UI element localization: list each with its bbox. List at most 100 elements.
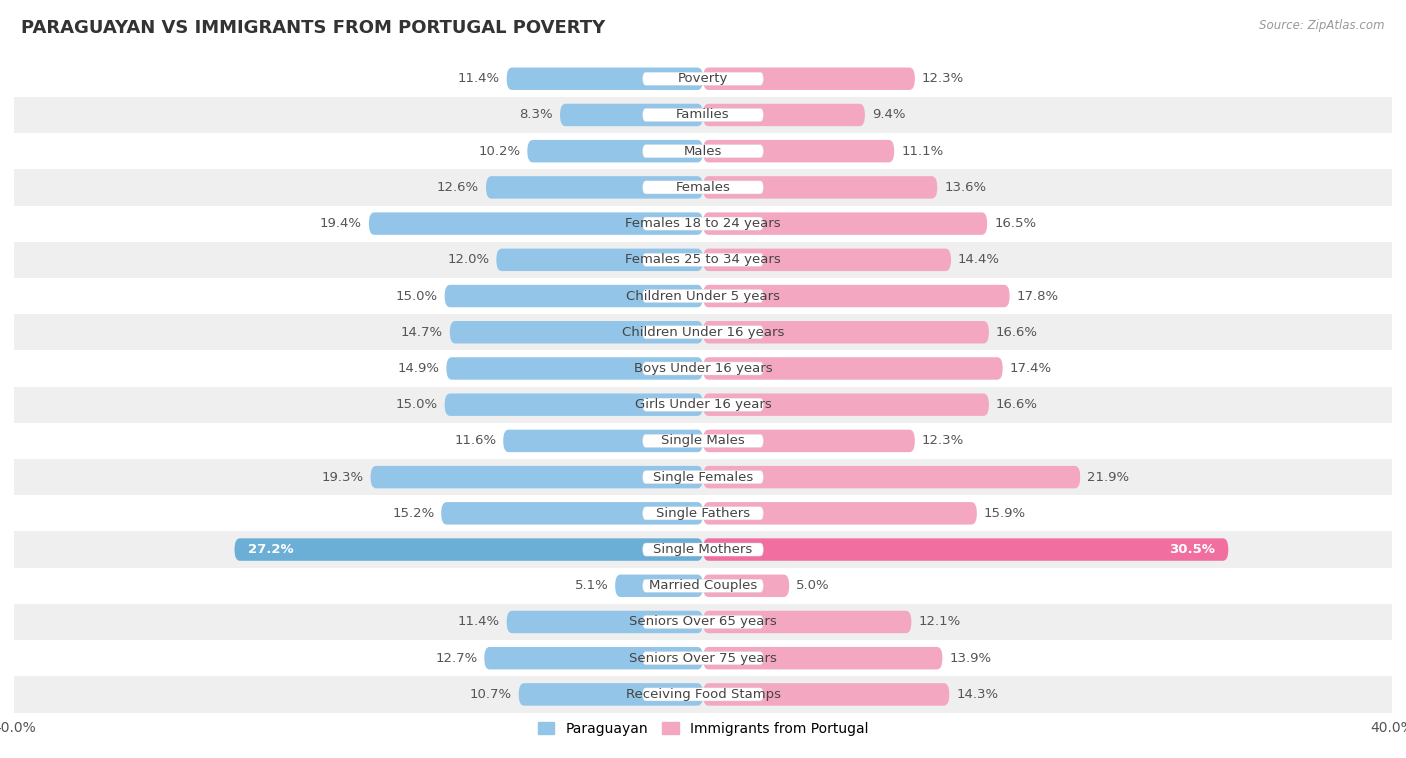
- Text: PARAGUAYAN VS IMMIGRANTS FROM PORTUGAL POVERTY: PARAGUAYAN VS IMMIGRANTS FROM PORTUGAL P…: [21, 19, 606, 37]
- FancyBboxPatch shape: [441, 502, 703, 525]
- FancyBboxPatch shape: [643, 652, 763, 665]
- FancyBboxPatch shape: [14, 459, 1392, 495]
- FancyBboxPatch shape: [368, 212, 703, 235]
- FancyBboxPatch shape: [643, 398, 763, 411]
- Text: Poverty: Poverty: [678, 72, 728, 85]
- FancyBboxPatch shape: [14, 531, 1392, 568]
- FancyBboxPatch shape: [643, 471, 763, 484]
- FancyBboxPatch shape: [643, 72, 763, 85]
- FancyBboxPatch shape: [703, 502, 977, 525]
- Text: 12.1%: 12.1%: [918, 615, 960, 628]
- FancyBboxPatch shape: [450, 321, 703, 343]
- FancyBboxPatch shape: [643, 217, 763, 230]
- Text: 21.9%: 21.9%: [1087, 471, 1129, 484]
- FancyBboxPatch shape: [446, 357, 703, 380]
- FancyBboxPatch shape: [444, 393, 703, 416]
- FancyBboxPatch shape: [235, 538, 703, 561]
- FancyBboxPatch shape: [14, 278, 1392, 314]
- Text: Females: Females: [675, 181, 731, 194]
- Text: 8.3%: 8.3%: [520, 108, 553, 121]
- Text: 13.6%: 13.6%: [945, 181, 986, 194]
- Text: 16.6%: 16.6%: [995, 398, 1038, 411]
- Text: Families: Families: [676, 108, 730, 121]
- FancyBboxPatch shape: [519, 683, 703, 706]
- Text: Single Females: Single Females: [652, 471, 754, 484]
- Text: 17.4%: 17.4%: [1010, 362, 1052, 375]
- FancyBboxPatch shape: [506, 67, 703, 90]
- Text: Females 18 to 24 years: Females 18 to 24 years: [626, 217, 780, 230]
- Text: 12.3%: 12.3%: [922, 434, 965, 447]
- Text: 14.4%: 14.4%: [957, 253, 1000, 266]
- FancyBboxPatch shape: [703, 393, 988, 416]
- FancyBboxPatch shape: [14, 423, 1392, 459]
- Text: 27.2%: 27.2%: [249, 543, 294, 556]
- FancyBboxPatch shape: [444, 285, 703, 307]
- Text: Married Couples: Married Couples: [650, 579, 756, 592]
- FancyBboxPatch shape: [703, 357, 1002, 380]
- Text: 11.4%: 11.4%: [457, 72, 499, 85]
- FancyBboxPatch shape: [643, 434, 763, 447]
- FancyBboxPatch shape: [14, 242, 1392, 278]
- FancyBboxPatch shape: [503, 430, 703, 452]
- Text: 17.8%: 17.8%: [1017, 290, 1059, 302]
- FancyBboxPatch shape: [14, 495, 1392, 531]
- FancyBboxPatch shape: [643, 108, 763, 121]
- FancyBboxPatch shape: [643, 543, 763, 556]
- Text: 14.3%: 14.3%: [956, 688, 998, 701]
- FancyBboxPatch shape: [14, 676, 1392, 713]
- Text: Source: ZipAtlas.com: Source: ZipAtlas.com: [1260, 19, 1385, 32]
- Text: 12.6%: 12.6%: [437, 181, 479, 194]
- Text: 30.5%: 30.5%: [1168, 543, 1215, 556]
- FancyBboxPatch shape: [14, 97, 1392, 133]
- FancyBboxPatch shape: [14, 169, 1392, 205]
- FancyBboxPatch shape: [703, 430, 915, 452]
- Text: 15.0%: 15.0%: [395, 398, 437, 411]
- FancyBboxPatch shape: [703, 466, 1080, 488]
- Text: 11.4%: 11.4%: [457, 615, 499, 628]
- Text: 11.1%: 11.1%: [901, 145, 943, 158]
- FancyBboxPatch shape: [703, 140, 894, 162]
- FancyBboxPatch shape: [14, 133, 1392, 169]
- Text: Females 25 to 34 years: Females 25 to 34 years: [626, 253, 780, 266]
- FancyBboxPatch shape: [643, 579, 763, 592]
- FancyBboxPatch shape: [14, 350, 1392, 387]
- FancyBboxPatch shape: [616, 575, 703, 597]
- FancyBboxPatch shape: [643, 145, 763, 158]
- FancyBboxPatch shape: [643, 507, 763, 520]
- Text: Girls Under 16 years: Girls Under 16 years: [634, 398, 772, 411]
- FancyBboxPatch shape: [643, 615, 763, 628]
- FancyBboxPatch shape: [484, 647, 703, 669]
- Text: Receiving Food Stamps: Receiving Food Stamps: [626, 688, 780, 701]
- FancyBboxPatch shape: [14, 568, 1392, 604]
- Text: 10.2%: 10.2%: [478, 145, 520, 158]
- FancyBboxPatch shape: [14, 61, 1392, 97]
- FancyBboxPatch shape: [643, 362, 763, 375]
- FancyBboxPatch shape: [643, 326, 763, 339]
- FancyBboxPatch shape: [643, 181, 763, 194]
- FancyBboxPatch shape: [703, 67, 915, 90]
- Text: Single Mothers: Single Mothers: [654, 543, 752, 556]
- Text: 12.0%: 12.0%: [447, 253, 489, 266]
- Text: 14.9%: 14.9%: [398, 362, 440, 375]
- Text: 12.3%: 12.3%: [922, 72, 965, 85]
- FancyBboxPatch shape: [703, 575, 789, 597]
- FancyBboxPatch shape: [14, 640, 1392, 676]
- Text: Single Fathers: Single Fathers: [657, 507, 749, 520]
- Text: Seniors Over 65 years: Seniors Over 65 years: [628, 615, 778, 628]
- FancyBboxPatch shape: [371, 466, 703, 488]
- Text: 13.9%: 13.9%: [949, 652, 991, 665]
- FancyBboxPatch shape: [703, 104, 865, 126]
- Text: 15.9%: 15.9%: [984, 507, 1026, 520]
- Legend: Paraguayan, Immigrants from Portugal: Paraguayan, Immigrants from Portugal: [531, 716, 875, 741]
- FancyBboxPatch shape: [703, 285, 1010, 307]
- FancyBboxPatch shape: [703, 647, 942, 669]
- Text: 5.0%: 5.0%: [796, 579, 830, 592]
- FancyBboxPatch shape: [643, 688, 763, 701]
- FancyBboxPatch shape: [486, 176, 703, 199]
- FancyBboxPatch shape: [703, 176, 938, 199]
- FancyBboxPatch shape: [560, 104, 703, 126]
- FancyBboxPatch shape: [506, 611, 703, 633]
- FancyBboxPatch shape: [14, 387, 1392, 423]
- FancyBboxPatch shape: [14, 205, 1392, 242]
- FancyBboxPatch shape: [703, 212, 987, 235]
